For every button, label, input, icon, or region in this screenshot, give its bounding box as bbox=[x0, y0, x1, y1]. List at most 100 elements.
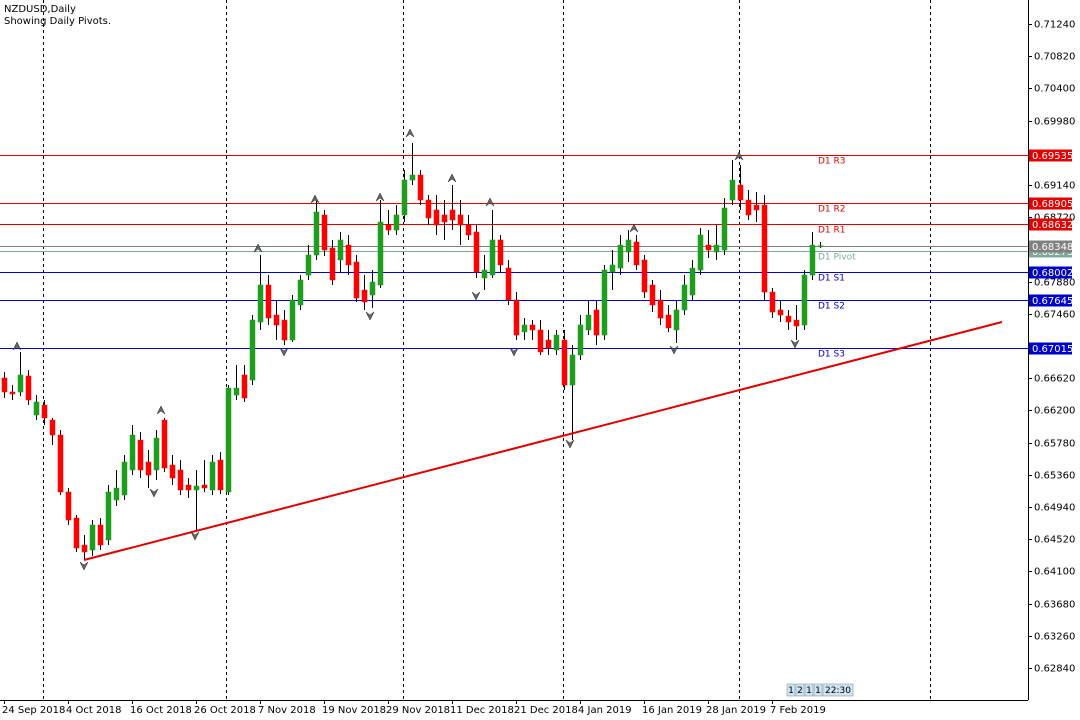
level-name: D1 Pivot bbox=[818, 253, 856, 263]
candle-body bbox=[265, 284, 272, 319]
x-tick-label: 7 Nov 2018 bbox=[258, 705, 316, 716]
level-name: D1 S1 bbox=[818, 274, 845, 284]
x-tick-label: 26 Oct 2018 bbox=[194, 705, 256, 716]
x-tick-label: 24 Sep 2018 bbox=[2, 705, 65, 716]
candle-body bbox=[97, 524, 104, 546]
candle-body bbox=[9, 391, 16, 395]
candle-body bbox=[753, 204, 760, 211]
x-tick-label: 4 Jan 2019 bbox=[578, 705, 632, 716]
price-label: 0.68002 bbox=[1032, 268, 1073, 279]
candle-body bbox=[209, 461, 216, 491]
fractal-arrow bbox=[12, 341, 22, 351]
y-tick-label: 0.65780 bbox=[1034, 439, 1075, 450]
pivot-levels: D1 R3 D1 R2 D1 R1 D1 Pivot D1 S1 D1 S2 D1 S3 bbox=[0, 155, 1028, 360]
x-tick-label: 29 Nov 2018 bbox=[386, 705, 450, 716]
candle-body bbox=[425, 199, 432, 219]
candle-body bbox=[193, 485, 200, 491]
timer-box bbox=[795, 683, 805, 697]
timer-box bbox=[813, 683, 823, 697]
candle-body bbox=[521, 324, 528, 333]
candle-body bbox=[345, 244, 352, 266]
candle-body bbox=[513, 299, 520, 336]
candle-body bbox=[537, 329, 544, 353]
fractal-arrow bbox=[485, 197, 495, 207]
fractal-arrow bbox=[734, 151, 744, 161]
candle-body bbox=[649, 284, 656, 306]
candle-body bbox=[105, 491, 112, 541]
candle-body bbox=[289, 299, 296, 341]
price-label: 0.68348 bbox=[1032, 242, 1073, 253]
candle-body bbox=[457, 214, 464, 226]
candle-body bbox=[529, 324, 536, 331]
candle-body bbox=[785, 315, 792, 323]
candle-body bbox=[625, 239, 632, 253]
fractal-arrow bbox=[156, 405, 166, 415]
candle-body bbox=[505, 267, 512, 301]
candle-body bbox=[585, 314, 592, 331]
level-name: D1 S3 bbox=[818, 350, 845, 360]
fractal-arrow bbox=[253, 243, 263, 253]
candle-body bbox=[465, 224, 472, 236]
x-tick-label: 21 Dec 2018 bbox=[514, 705, 578, 716]
fractal-arrow bbox=[471, 291, 481, 301]
candle-body bbox=[217, 459, 224, 491]
timer-box bbox=[786, 683, 796, 697]
level-name: D1 S2 bbox=[818, 302, 845, 312]
candle-body bbox=[433, 209, 440, 226]
y-tick-label: 0.71240 bbox=[1034, 20, 1075, 31]
candle-body bbox=[401, 179, 408, 216]
candle-body bbox=[545, 339, 552, 349]
candle-body bbox=[417, 174, 424, 201]
level-name: D1 R3 bbox=[818, 157, 846, 167]
y-tick-label: 0.66620 bbox=[1034, 374, 1075, 385]
candle-body bbox=[681, 284, 688, 311]
candle-body bbox=[353, 261, 360, 299]
fractal-arrow bbox=[509, 347, 519, 357]
candle-body bbox=[137, 439, 144, 471]
fractal-arrow bbox=[279, 347, 289, 357]
fractal-arrow bbox=[79, 561, 89, 571]
candle-body bbox=[377, 221, 384, 286]
y-tick-label: 0.68720 bbox=[1034, 213, 1075, 224]
candle-body bbox=[329, 247, 336, 281]
candle-body bbox=[665, 314, 672, 329]
y-tick-label: 0.65360 bbox=[1034, 471, 1075, 482]
candle-body bbox=[697, 234, 704, 271]
candle-body bbox=[17, 374, 24, 393]
candle-body bbox=[473, 231, 480, 273]
candle-body bbox=[745, 199, 752, 216]
candle-body bbox=[369, 281, 376, 296]
y-tick-label: 0.69980 bbox=[1034, 117, 1075, 128]
candle-body bbox=[313, 211, 320, 256]
candle-body bbox=[113, 487, 120, 501]
y-tick-label: 0.69140 bbox=[1034, 181, 1075, 192]
fractal-arrow bbox=[405, 128, 415, 138]
candle-body bbox=[201, 484, 208, 489]
candle-body bbox=[241, 374, 248, 399]
candle-body bbox=[57, 434, 64, 493]
x-tick-label: 16 Oct 2018 bbox=[130, 705, 192, 716]
candle-body bbox=[409, 174, 416, 181]
fractal-arrow bbox=[669, 345, 679, 355]
candle-body bbox=[481, 269, 488, 279]
candle-body bbox=[169, 464, 176, 479]
y-tick-label: 0.67880 bbox=[1034, 278, 1075, 289]
candle-body bbox=[121, 461, 128, 496]
candle-body bbox=[161, 419, 168, 469]
candle-body bbox=[497, 239, 504, 266]
x-tick-label: 16 Jan 2019 bbox=[642, 705, 702, 716]
candle-body bbox=[81, 544, 88, 553]
fractal-arrow bbox=[565, 439, 575, 449]
candle-body bbox=[361, 289, 368, 303]
candle-body bbox=[641, 259, 648, 293]
price-label: 0.69535 bbox=[1032, 151, 1073, 162]
candle-body bbox=[225, 387, 232, 493]
price-label-box bbox=[1029, 240, 1072, 253]
price-label-box bbox=[1029, 294, 1072, 307]
fractal-arrow bbox=[447, 173, 457, 183]
candle-body bbox=[385, 224, 392, 231]
candle-body bbox=[33, 401, 40, 416]
candle-body bbox=[41, 404, 48, 419]
timer-text: 22:30 bbox=[825, 686, 851, 696]
